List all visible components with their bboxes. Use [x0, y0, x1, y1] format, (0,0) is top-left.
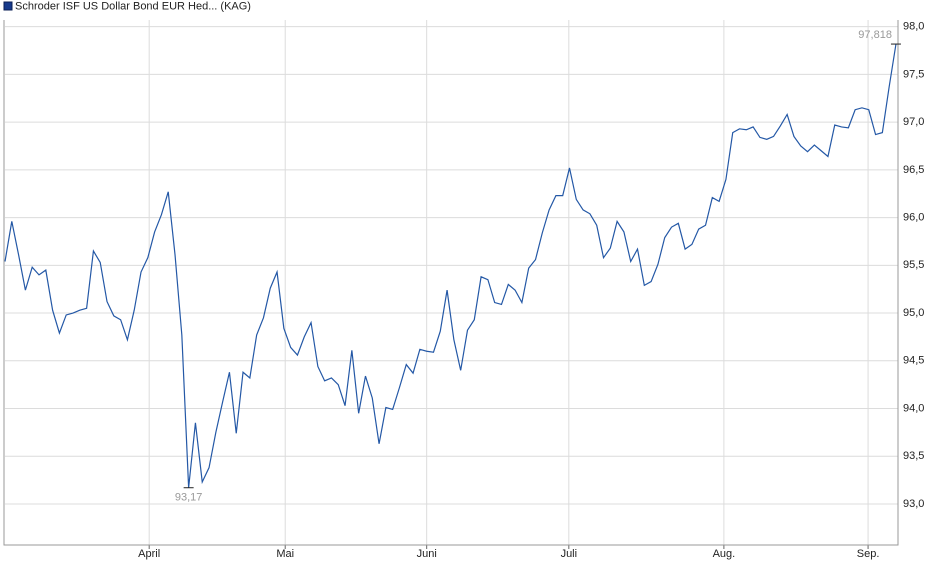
y-tick-label: 96,5 — [903, 164, 924, 176]
x-tick-label: Juli — [561, 548, 578, 560]
plot-frame — [3, 20, 899, 546]
y-tick-label: 98,0 — [903, 21, 924, 33]
y-tick-label: 93,5 — [903, 450, 924, 462]
series-line — [4, 43, 897, 488]
x-tick-label: Aug. — [713, 548, 736, 560]
y-tick-label: 95,0 — [903, 307, 924, 319]
legend-label: Schroder ISF US Dollar Bond EUR Hed... (… — [15, 0, 251, 12]
y-tick-label: 94,5 — [903, 355, 924, 367]
legend-swatch — [3, 1, 13, 11]
y-tick-label: 95,5 — [903, 259, 924, 271]
y-tick-label: 97,0 — [903, 116, 924, 128]
y-tick-label: 96,0 — [903, 211, 924, 223]
y-tick-label: 93,0 — [903, 498, 924, 510]
x-tick-label: Mai — [276, 548, 294, 560]
x-tick-label: Juni — [417, 548, 437, 560]
y-tick-label: 97,5 — [903, 68, 924, 80]
x-tick-label: April — [138, 548, 160, 560]
x-tick-label: Sep. — [857, 548, 880, 560]
extreme-label: 97,818 — [858, 29, 892, 41]
extreme-label: 93,17 — [175, 492, 203, 504]
y-tick-label: 94,0 — [903, 402, 924, 414]
